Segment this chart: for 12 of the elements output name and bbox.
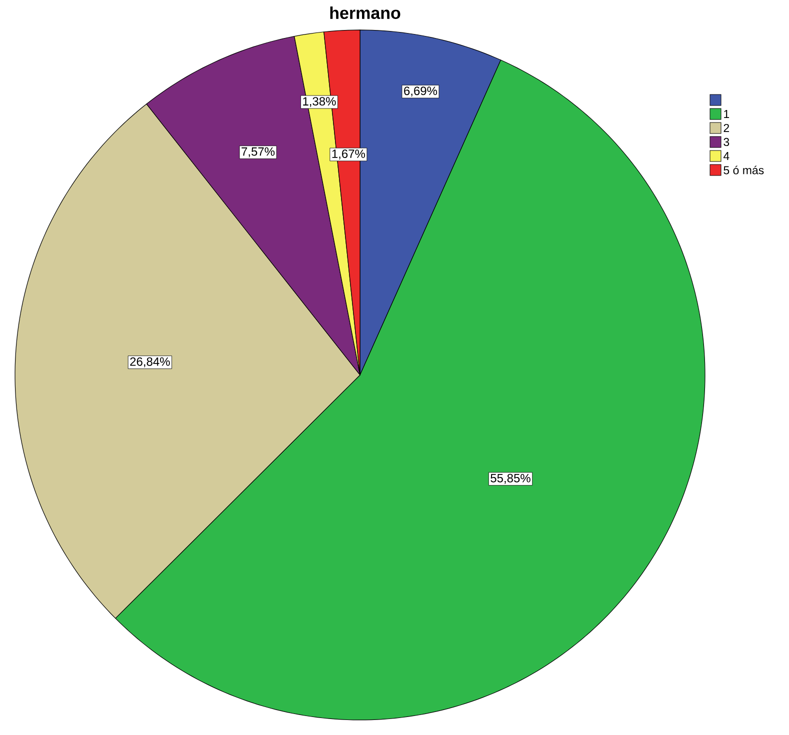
data-label: 1,38% <box>303 97 336 107</box>
legend-label: 3 <box>724 138 730 146</box>
data-label: 26,84% <box>130 357 170 368</box>
data-label: 1,67% <box>332 150 366 160</box>
legend-label: 5 ó más <box>724 166 764 174</box>
legend-label: 4 <box>723 152 730 160</box>
data-label: 7,57% <box>242 147 275 158</box>
data-label: 6,69% <box>404 86 438 97</box>
legend-label: 2 <box>724 124 730 132</box>
legend-label: 1 <box>724 110 730 118</box>
chart-title: hermano <box>330 6 400 20</box>
data-label: 55,85% <box>490 474 530 484</box>
